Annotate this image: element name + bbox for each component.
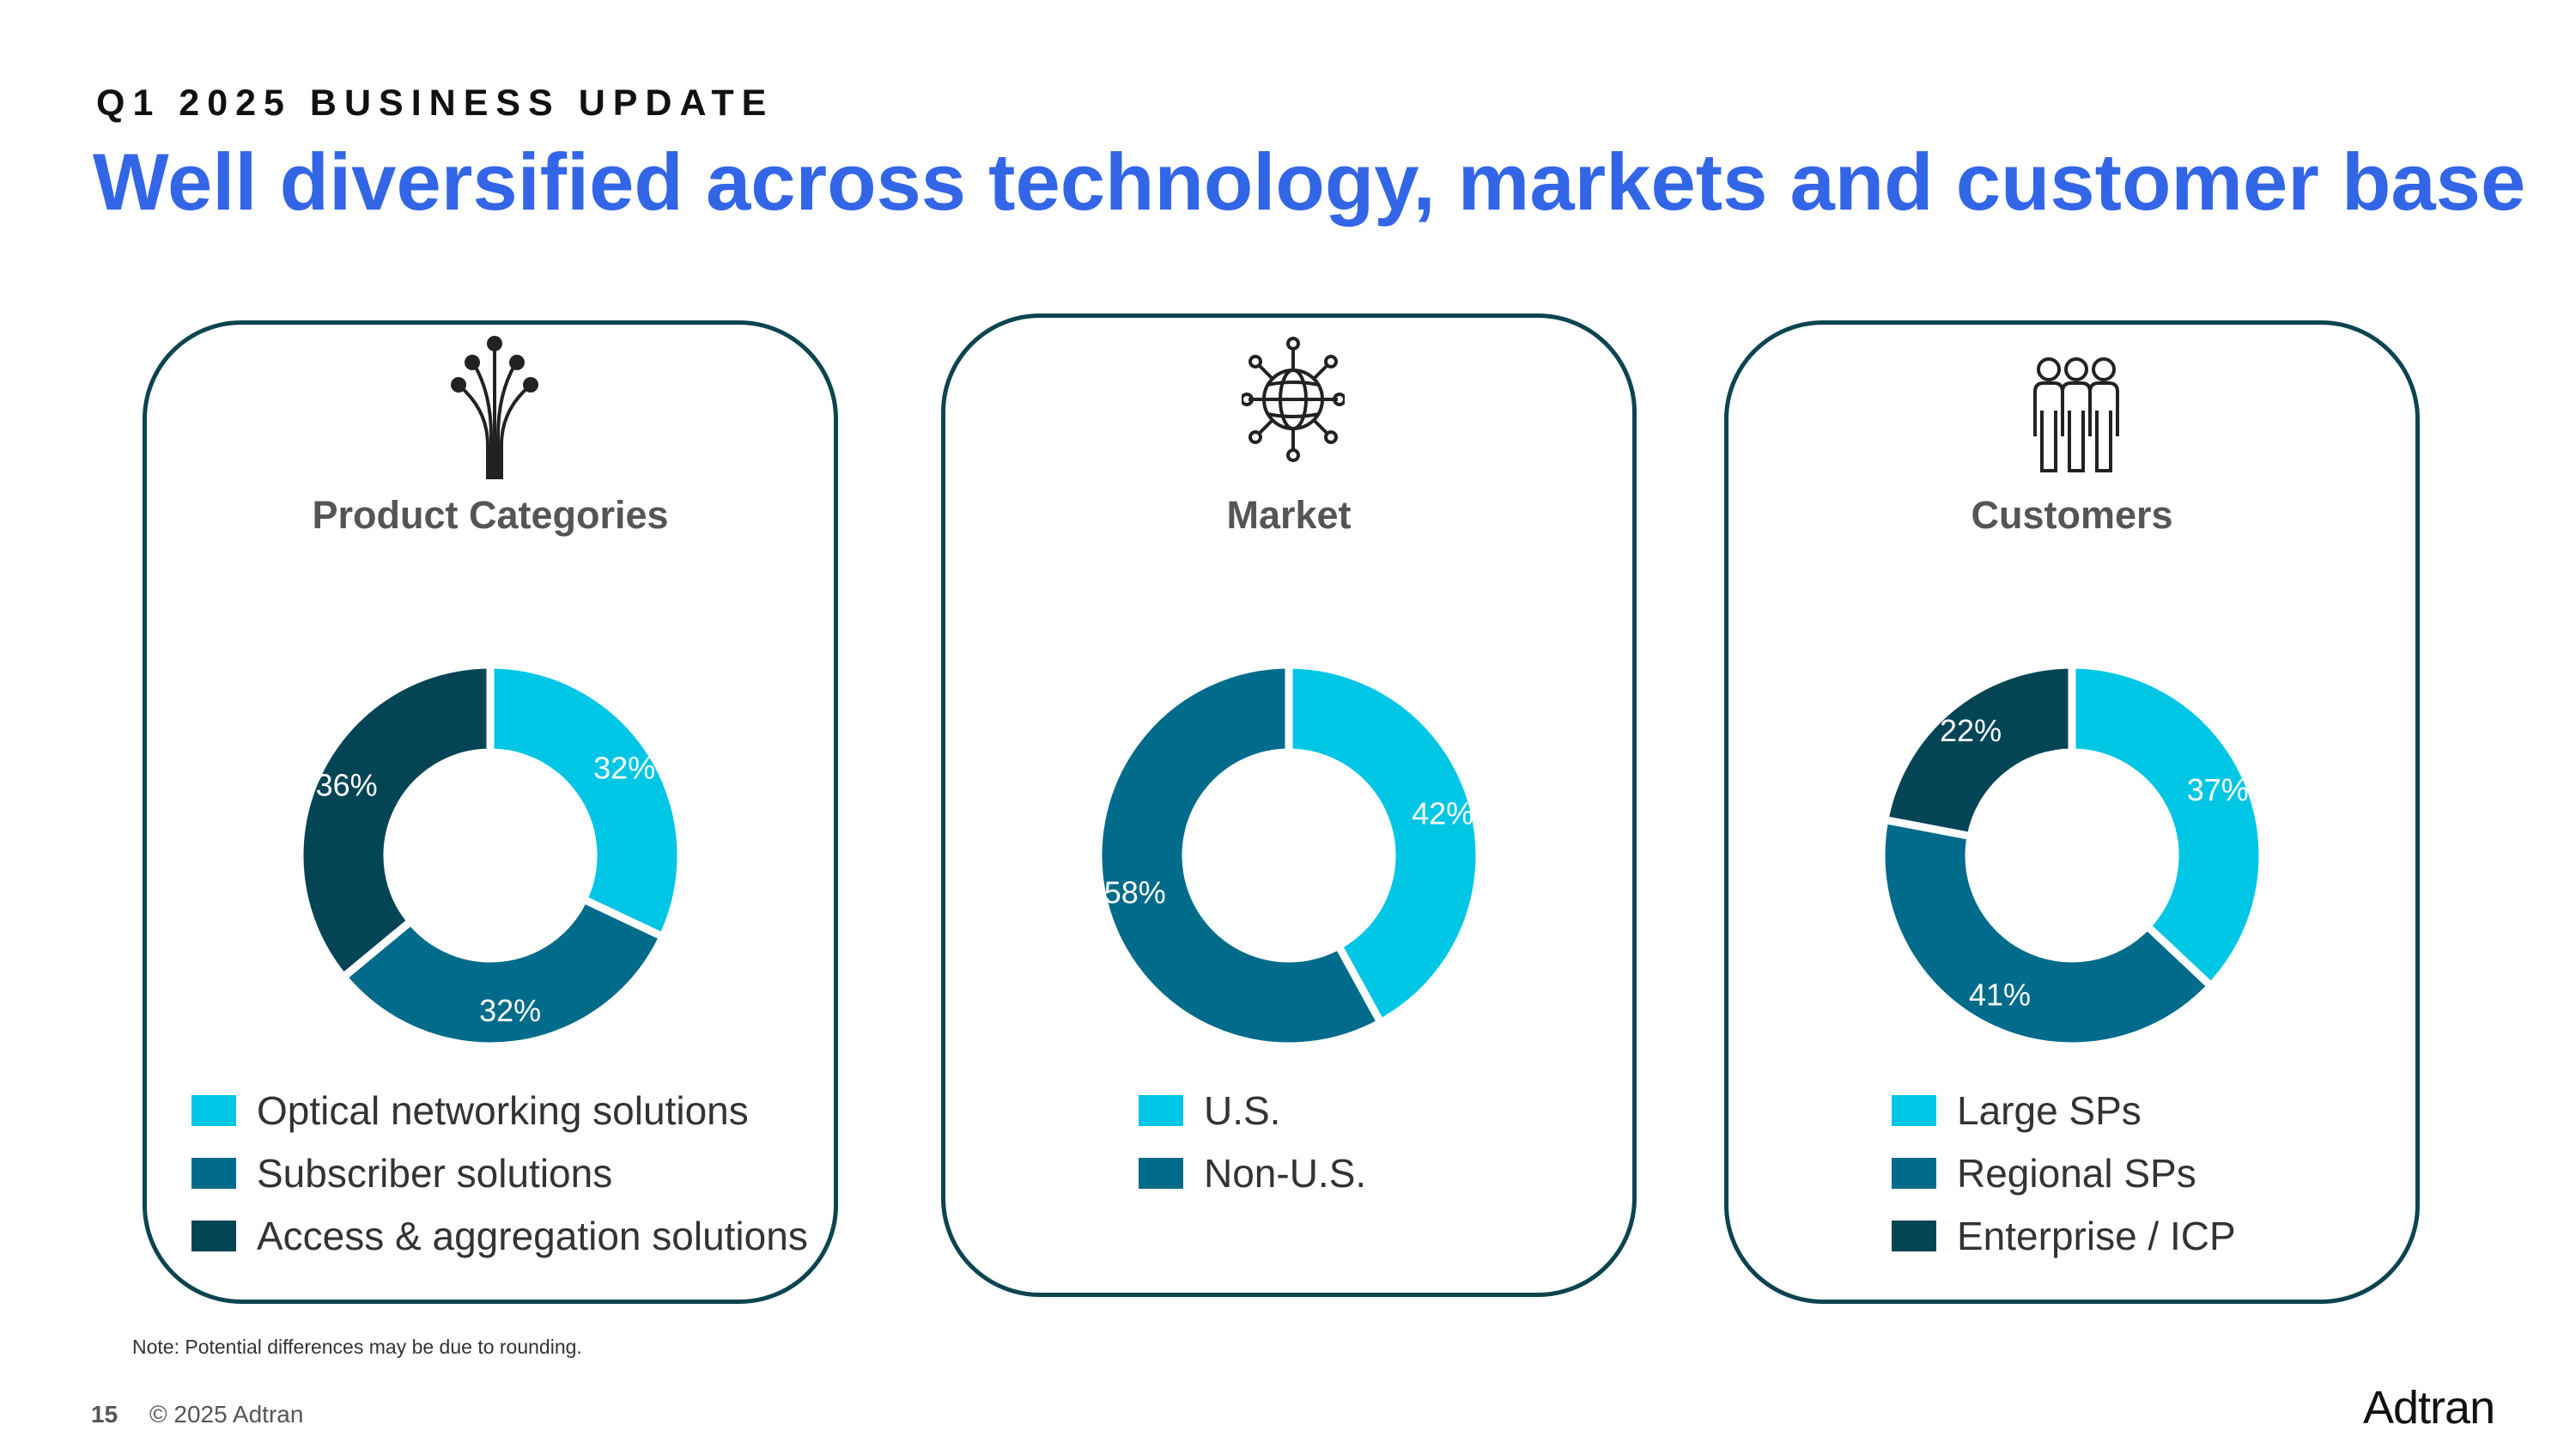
legend-item: Large SPs [1892,1079,2236,1142]
slice-label-1: 37% [2187,772,2249,807]
legend-item: Optical networking solutions [191,1079,808,1142]
swatch-us [1139,1094,1183,1126]
customers-donut: 37% 41% 22% [1877,661,2267,1050]
product-categories-panel: Product Categories 32% 32% 36% Optical net… [143,320,838,1304]
swatch-regional-sps [1892,1157,1936,1189]
swatch-large-sps [1892,1094,1936,1126]
swatch-subscriber [191,1157,236,1189]
market-donut: 42% 58% [1094,661,1484,1050]
donut-slice-3 [1880,661,2076,841]
copyright: © 2025 Adtran [149,1401,304,1428]
panel-title: Product Categories [312,493,669,537]
swatch-enterprise [1892,1220,1936,1251]
legend-item: Regional SPs [1892,1142,2236,1204]
adtran-logo: Adtran [2363,1382,2495,1434]
slice-label-2: 58% [1104,875,1166,910]
legend-label: Enterprise / ICP [1957,1213,2236,1258]
swatch-optical [191,1094,236,1126]
legend-label: Regional SPs [1957,1150,2196,1196]
donut-slice-2 [1094,661,1387,1050]
market-panel: Market 42% 58% U.S. Non-U.S. [941,314,1637,1297]
legend: Large SPs Regional SPs Enterprise / ICP [1892,1079,2236,1267]
donut-slice-1 [486,661,685,942]
panel-title: Market [1226,493,1352,537]
legend-item: Subscriber solutions [191,1142,808,1204]
slice-label-3: 36% [316,768,378,803]
swatch-non-us [1139,1157,1183,1189]
donut-slice-3 [295,661,495,983]
donut-slice-2 [337,894,668,1050]
slice-label-3: 22% [1940,713,2002,748]
people-group-icon [2033,357,2119,472]
legend-label: Access & aggregation solutions [257,1213,808,1258]
legend: U.S. Non-U.S. [1139,1079,1366,1204]
donut-slice-1 [2068,661,2267,992]
fiber-optic-icon [451,336,538,479]
customers-panel: Customers 37% 41% 22% Large SPs Regional S… [1724,320,2420,1304]
donut-slice-1 [1285,661,1484,1028]
slice-label-2: 32% [479,993,541,1028]
globe-network-icon [1242,337,1345,462]
swatch-access [191,1220,236,1251]
legend-item: Non-U.S. [1139,1142,1366,1204]
legend-label: Optical networking solutions [257,1087,749,1133]
legend-item: U.S. [1139,1079,1366,1142]
product-categories-donut: 32% 32% 36% [295,661,685,1050]
legend-label: Non-U.S. [1204,1150,1367,1196]
legend: Optical networking solutions Subscriber … [191,1079,808,1267]
legend-item: Access & aggregation solutions [191,1204,808,1267]
donut-slice-2 [1877,815,2217,1050]
slice-label-1: 42% [1412,796,1473,831]
legend-label: Subscriber solutions [257,1150,613,1196]
panel-title: Customers [1971,493,2173,537]
legend-label: U.S. [1204,1087,1281,1133]
page-number: 15 [91,1401,118,1428]
legend-item: Enterprise / ICP [1892,1204,2236,1267]
page-title: Well diversified across technology, mark… [93,137,2526,227]
slice-label-1: 32% [593,750,655,785]
footnote: Note: Potential differences may be due t… [132,1336,582,1358]
slice-label-2: 41% [1969,977,2031,1012]
eyebrow-heading: Q1 2025 BUSINESS UPDATE [96,82,775,124]
legend-label: Large SPs [1957,1087,2142,1133]
